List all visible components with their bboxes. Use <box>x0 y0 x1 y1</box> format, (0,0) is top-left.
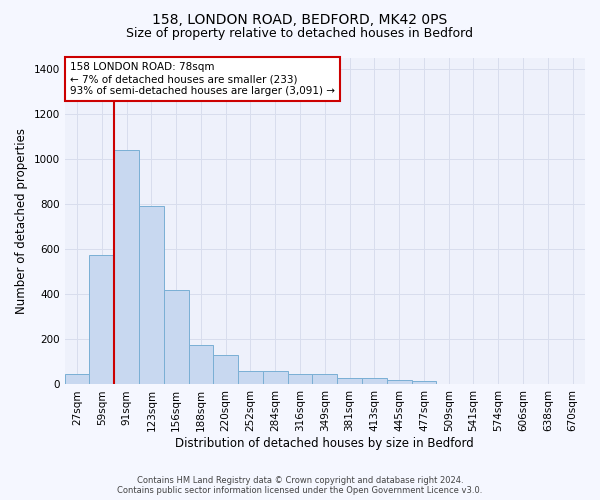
Bar <box>313 374 337 384</box>
Bar <box>387 380 412 384</box>
Y-axis label: Number of detached properties: Number of detached properties <box>15 128 28 314</box>
Bar <box>214 355 238 384</box>
Bar <box>238 371 263 384</box>
Bar <box>362 378 387 384</box>
Bar <box>139 206 164 384</box>
Bar <box>263 371 287 384</box>
Bar <box>412 382 436 384</box>
Text: Size of property relative to detached houses in Bedford: Size of property relative to detached ho… <box>127 28 473 40</box>
Text: 158, LONDON ROAD, BEDFORD, MK42 0PS: 158, LONDON ROAD, BEDFORD, MK42 0PS <box>152 12 448 26</box>
Bar <box>89 255 114 384</box>
Bar <box>188 345 214 385</box>
Text: Contains HM Land Registry data © Crown copyright and database right 2024.
Contai: Contains HM Land Registry data © Crown c… <box>118 476 482 495</box>
Bar <box>337 378 362 384</box>
Bar <box>164 290 188 384</box>
Bar <box>65 374 89 384</box>
Bar <box>114 150 139 384</box>
X-axis label: Distribution of detached houses by size in Bedford: Distribution of detached houses by size … <box>175 437 474 450</box>
Text: 158 LONDON ROAD: 78sqm
← 7% of detached houses are smaller (233)
93% of semi-det: 158 LONDON ROAD: 78sqm ← 7% of detached … <box>70 62 335 96</box>
Bar <box>287 374 313 384</box>
